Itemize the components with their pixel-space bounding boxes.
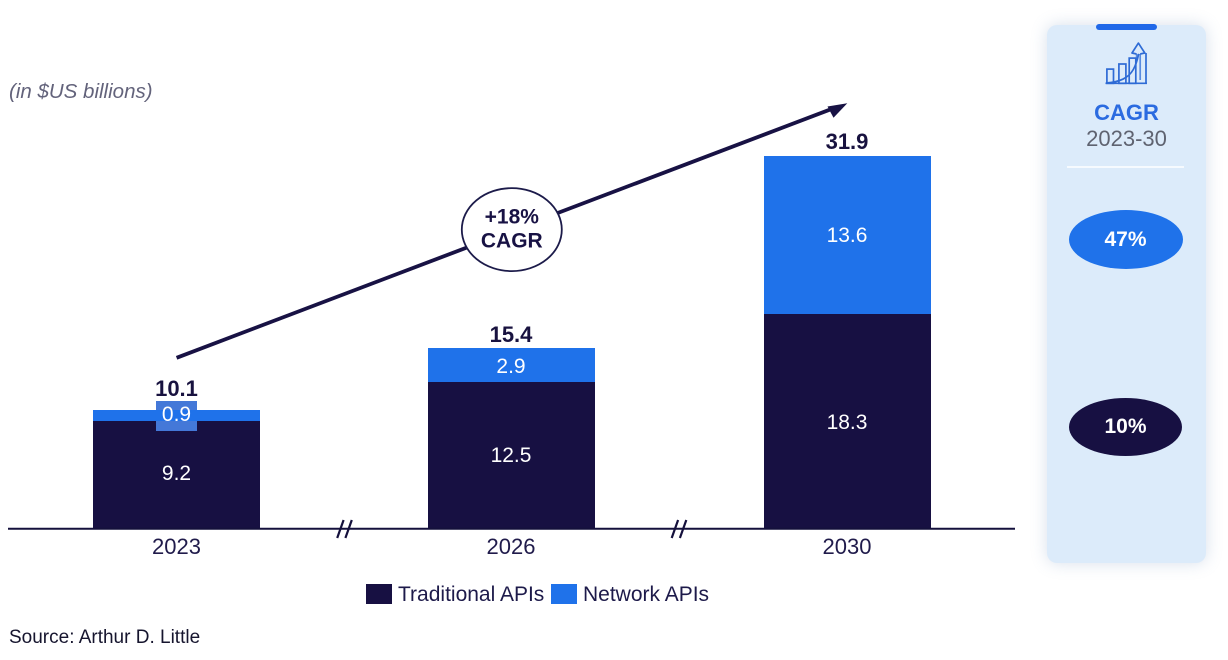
svg-text:+18%: +18% <box>485 206 540 229</box>
svg-text:CAGR: CAGR <box>481 230 543 253</box>
